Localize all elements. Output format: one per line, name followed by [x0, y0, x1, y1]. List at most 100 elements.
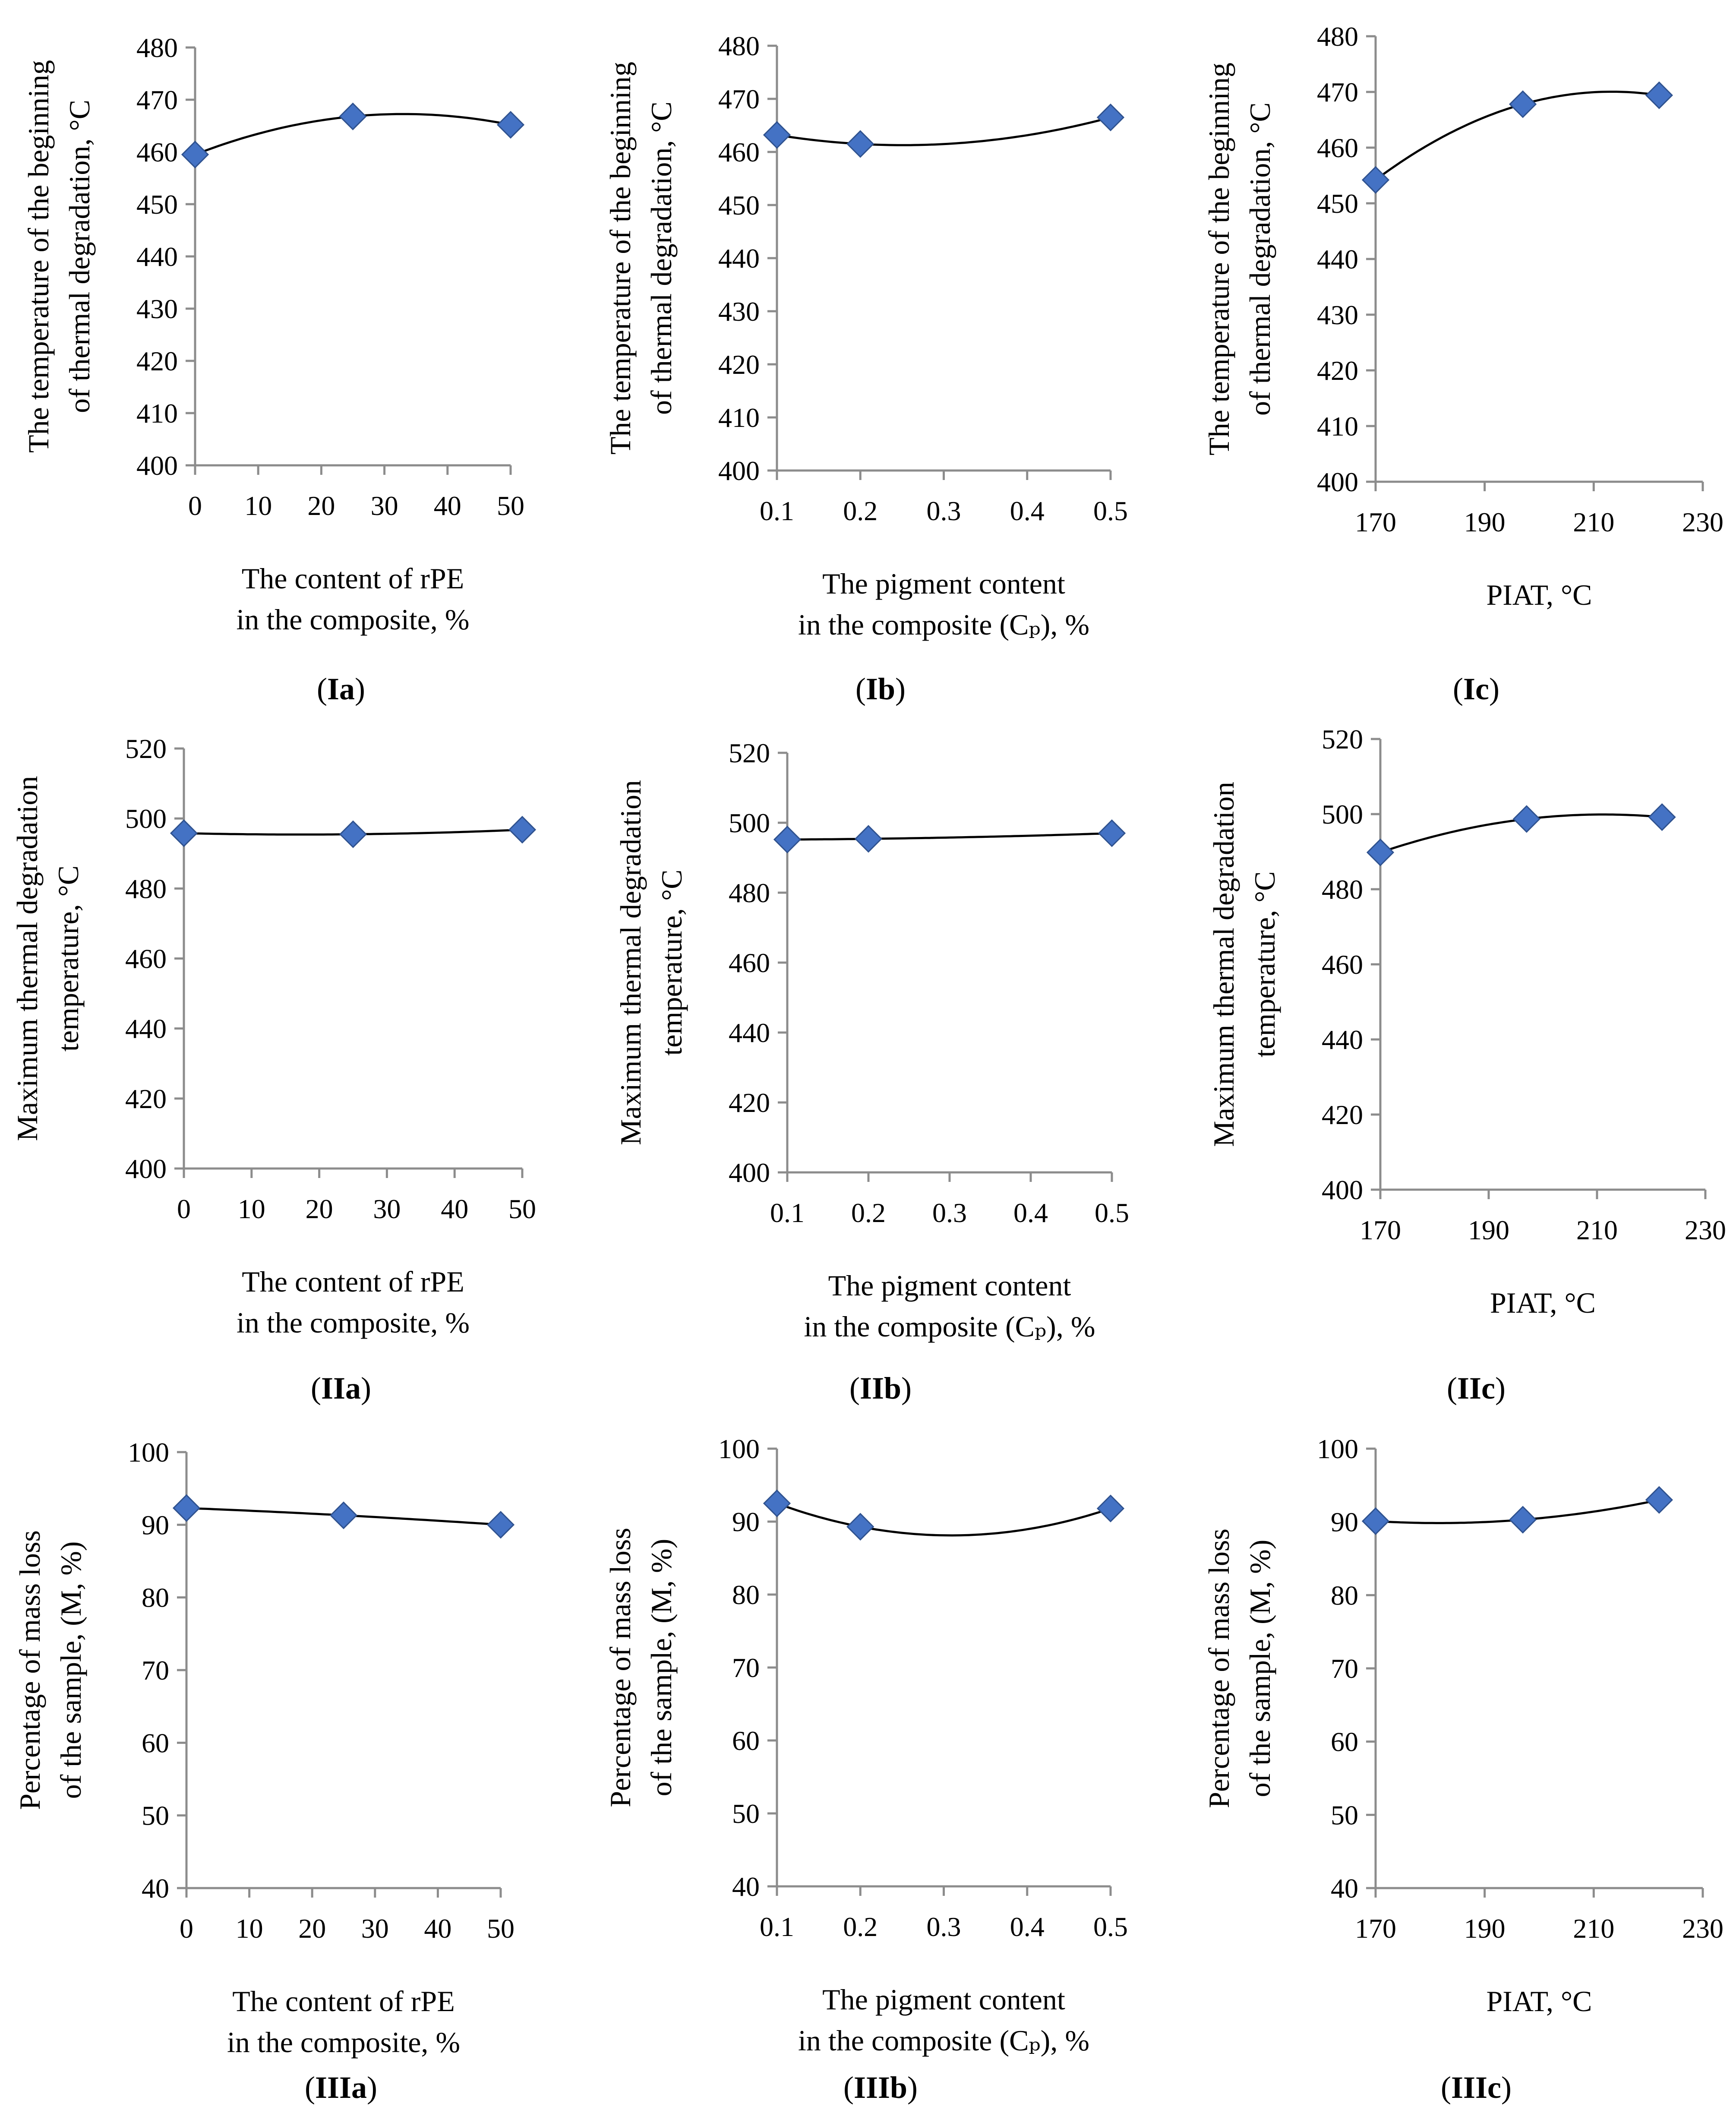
panel-label-id: Ib [866, 672, 895, 706]
y-tick-label: 460 [1317, 133, 1358, 163]
x-axis-label: The pigment content [822, 1983, 1065, 2016]
y-tick-label: 440 [125, 1014, 167, 1044]
data-point-2 [854, 825, 883, 853]
y-tick-label: 480 [729, 878, 770, 908]
y-axis-label: Maximum thermal degradation [1207, 782, 1240, 1147]
y-axis-label: Maximum thermal degradation [614, 780, 647, 1145]
x-tick-label: 0.5 [1093, 1911, 1128, 1942]
y-tick-label: 60 [732, 1725, 760, 1756]
y-tick-label: 90 [732, 1506, 760, 1537]
panel-label-close: ) [1489, 672, 1499, 706]
x-tick-label: 230 [1682, 1913, 1723, 1944]
data-point-1 [1366, 838, 1395, 866]
y-axis-label: The temperature of the beginning [22, 60, 55, 453]
y-tick-label: 80 [142, 1582, 169, 1613]
x-tick-label: 0.5 [1093, 496, 1128, 526]
x-tick-label: 0 [177, 1194, 191, 1224]
x-axis-label: in the composite, % [227, 2026, 460, 2059]
x-tick-label: 10 [244, 490, 272, 521]
trendline-series [776, 116, 1111, 146]
panel-label-open: ( [305, 2070, 315, 2105]
y-tick-label: 480 [1317, 21, 1358, 52]
y-tick-label: 440 [1322, 1024, 1363, 1055]
x-tick-label: 40 [441, 1194, 468, 1224]
x-tick-label: 50 [497, 490, 524, 521]
y-tick-label: 430 [718, 296, 760, 327]
y-axis-label: of thermal degradation, °C [1244, 102, 1276, 416]
x-tick-label: 0.3 [927, 496, 961, 526]
panel-label-id: Ia [327, 672, 355, 706]
y-tick-label: 420 [729, 1087, 770, 1118]
chart-panel-IIc: 400 420 440 460 480 500 520 170 190 210 230 Maximum… [1207, 724, 1726, 1405]
panel-label-id: Ic [1463, 672, 1489, 706]
y-tick-label: 70 [1331, 1653, 1358, 1684]
x-tick-label: 0 [188, 490, 202, 521]
x-tick-label: 190 [1464, 507, 1506, 537]
x-axis-label: PIAT, °C [1486, 1985, 1592, 2018]
x-axis-label: The content of rPE [242, 1265, 464, 1298]
y-tick-label: 50 [732, 1798, 760, 1829]
y-axis-label: Percentage of mass loss [604, 1528, 637, 1807]
y-tick-label: 460 [125, 944, 167, 974]
x-tick-label: 190 [1468, 1215, 1509, 1245]
x-tick-label: 0.1 [760, 1911, 794, 1942]
y-tick-label: 470 [718, 84, 760, 114]
y-tick-label: 460 [729, 947, 770, 978]
y-axis-label: Maximum thermal degradation [11, 776, 44, 1141]
data-point-1 [1361, 1507, 1390, 1535]
y-axis-label: Percentage of mass loss [1203, 1529, 1235, 1808]
y-tick-label: 520 [729, 738, 770, 768]
y-tick-label: 400 [1322, 1175, 1363, 1205]
x-tick-label: 0.4 [1013, 1197, 1048, 1228]
chart-panel-IIIc: 40 50 60 70 80 90 100 170 190 210 230 Percentage of… [1203, 1434, 1723, 2105]
y-axis-label: The temperature of the beginning [604, 62, 637, 455]
trendline-series [787, 832, 1112, 841]
x-tick-label: 40 [434, 490, 461, 521]
y-tick-label: 440 [1317, 244, 1358, 275]
chart-panel-Ia: 400 410 420 430 440 450 460 470 480 0 10 20 30 40 50 Th… [22, 32, 525, 706]
x-axis-label: PIAT, °C [1486, 578, 1592, 611]
x-tick-label: 0.2 [851, 1197, 886, 1228]
y-tick-label: 430 [1317, 300, 1358, 330]
y-axis-label: of the sample, (M, %) [1244, 1540, 1276, 1797]
data-point-1 [763, 1489, 791, 1517]
panel-label-open: ( [311, 1371, 321, 1405]
y-tick-label: 480 [136, 32, 178, 63]
panel-label: (IIIa) [305, 2070, 377, 2105]
x-tick-label: 30 [371, 490, 398, 521]
x-tick-label: 0.4 [1010, 1911, 1045, 1942]
y-axis-label: The temperature of the beginning [1203, 63, 1235, 455]
chart-panel-IIIa: 40 50 60 70 80 90 100 0 10 20 30 40 50 Percentage of … [13, 1437, 515, 2105]
y-tick-label: 440 [718, 243, 760, 274]
data-point-2 [339, 820, 367, 848]
data-point-3 [486, 1511, 515, 1539]
y-tick-label: 500 [729, 808, 770, 838]
y-axis-label: temperature, °C [52, 865, 85, 1052]
x-axis-label: The content of rPE [242, 562, 464, 595]
x-tick-label: 170 [1360, 1215, 1401, 1245]
x-tick-label: 20 [306, 1194, 333, 1224]
panel-label-close: ) [355, 672, 365, 706]
y-axis-label: of the sample, (M, %) [54, 1541, 87, 1799]
y-axis-label: of the sample, (M, %) [645, 1539, 678, 1797]
y-tick-label: 520 [1322, 724, 1363, 755]
y-tick-label: 420 [125, 1083, 167, 1114]
data-point-1 [763, 121, 791, 149]
y-tick-label: 460 [136, 137, 178, 167]
panel-label-close: ) [1501, 2070, 1512, 2105]
y-tick-label: 420 [1317, 355, 1358, 386]
chart-panel-IIb: 400 420 440 460 480 500 520 0.1 0.2 0.3 0.4 0.5 Maxi… [614, 738, 1129, 1405]
y-tick-label: 460 [718, 137, 760, 167]
x-tick-label: 10 [238, 1194, 265, 1224]
panel-label: (IIa) [311, 1371, 371, 1405]
panel-label-id: IIIb [854, 2070, 907, 2105]
y-tick-label: 40 [1331, 1873, 1358, 1904]
panel-label: (Ib) [855, 672, 906, 706]
x-tick-label: 170 [1355, 1913, 1396, 1944]
y-tick-label: 410 [136, 398, 178, 429]
y-tick-label: 400 [1317, 467, 1358, 497]
panel-label: (IIIb) [843, 2070, 918, 2105]
panel-label-close: ) [895, 672, 906, 706]
y-tick-label: 60 [142, 1728, 169, 1758]
